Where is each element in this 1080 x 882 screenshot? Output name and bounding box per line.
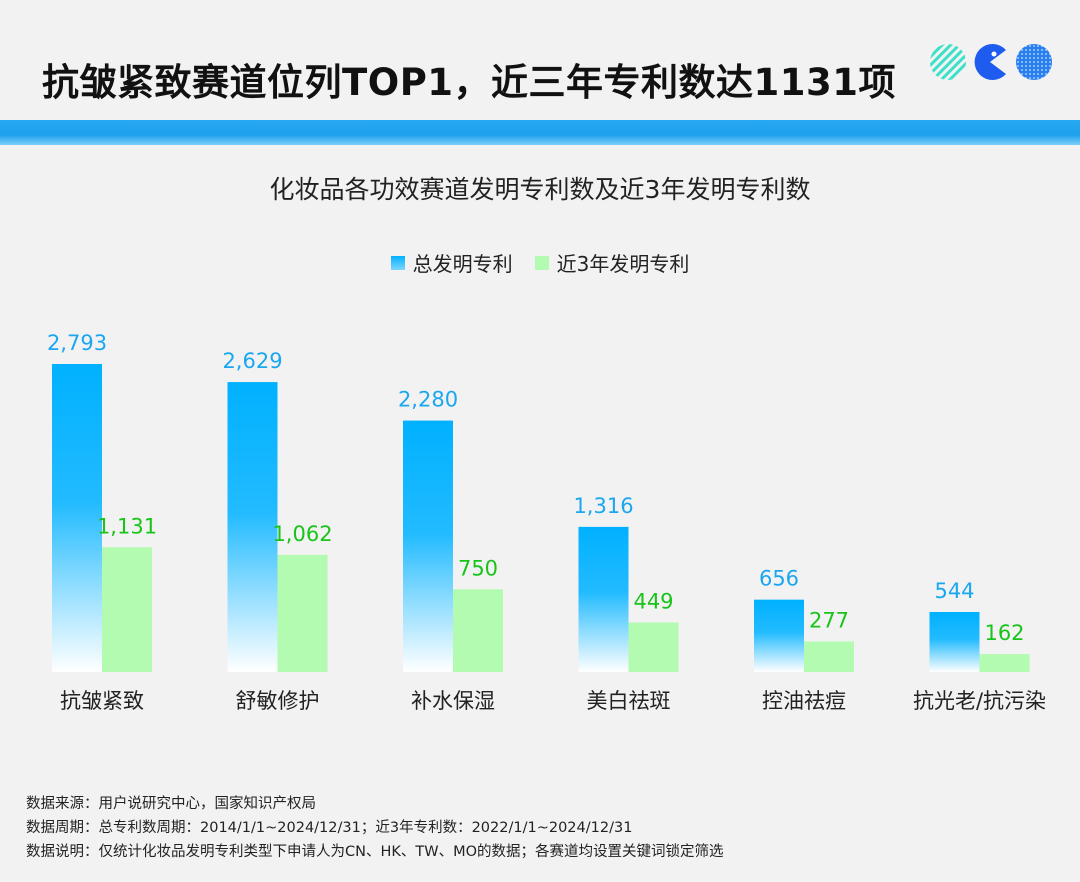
- data-label-recent-5: 162: [984, 621, 1024, 645]
- data-label-total-0: 2,793: [47, 331, 107, 355]
- bar-recent-0: [102, 547, 152, 672]
- data-label-total-2: 2,280: [398, 388, 458, 412]
- bar-recent-5: [979, 654, 1030, 672]
- bar-total-3: [578, 526, 629, 672]
- legend-label-total: 总发明专利: [412, 252, 513, 276]
- data-label-recent-3: 449: [633, 589, 673, 613]
- data-label-recent-2: 750: [458, 556, 498, 580]
- bar-total-5: [929, 612, 980, 672]
- chart-title: 化妆品各功效赛道发明专利数及近3年发明专利数: [269, 175, 811, 204]
- category-label-2: 补水保湿: [411, 689, 495, 713]
- bar-total-0: [52, 364, 102, 672]
- data-label-recent-0: 1,131: [97, 514, 157, 538]
- bar-recent-1: [277, 554, 328, 672]
- category-label-1: 舒敏修护: [236, 689, 320, 713]
- legend-item-total: 总发明专利: [390, 248, 513, 277]
- data-label-recent-4: 277: [809, 608, 849, 632]
- headline: 抗皱紧致赛道位列TOP1，近三年专利数达1131项: [42, 61, 897, 104]
- category-label-0: 抗皱紧致: [60, 689, 144, 713]
- bar-recent-3: [628, 622, 679, 672]
- data-label-total-3: 1,316: [573, 494, 633, 518]
- header-band: [0, 120, 1080, 145]
- legend-swatch-recent: [534, 255, 549, 270]
- note-source: 数据来源：用户说研究中心，国家知识产权局: [26, 796, 316, 812]
- data-label-total-5: 544: [934, 579, 974, 603]
- bar-total-2: [403, 420, 453, 672]
- brand-logo-icon: [930, 44, 1052, 80]
- bar-recent-4: [804, 641, 854, 672]
- bar-total-4: [754, 599, 804, 672]
- note-description: 数据说明：仅统计化妆品发明专利类型下申请人为CN、HK、TW、MO的数据；各赛道…: [26, 844, 724, 860]
- bar-chart: 2,793 1,131 抗皱紧致 2,629 1,062 舒敏修护 2,280 750 补水保湿…: [47, 331, 1046, 713]
- data-label-total-1: 2,629: [222, 349, 282, 373]
- bar-total-1: [227, 382, 278, 672]
- legend-label-recent: 近3年发明专利: [556, 252, 690, 276]
- header: 抗皱紧致赛道位列TOP1，近三年专利数达1131项: [0, 0, 1080, 120]
- note-period: 数据周期：总专利数周期：2014/1/1~2024/12/31；近3年专利数：2…: [26, 820, 633, 836]
- legend-swatch-total: [390, 255, 405, 270]
- data-label-recent-1: 1,062: [272, 522, 332, 546]
- bar-recent-2: [453, 589, 503, 672]
- category-label-3: 美白祛斑: [587, 689, 671, 713]
- legend-item-recent: 近3年发明专利: [534, 248, 690, 277]
- data-label-total-4: 656: [759, 567, 799, 591]
- chart-legend: 总发明专利 近3年发明专利: [0, 248, 1080, 277]
- category-label-4: 控油祛痘: [762, 689, 846, 713]
- category-label-5: 抗光老/抗污染: [913, 689, 1046, 713]
- footnotes: 数据来源：用户说研究中心，国家知识产权局 数据周期：总专利数周期：2014/1/…: [26, 792, 724, 864]
